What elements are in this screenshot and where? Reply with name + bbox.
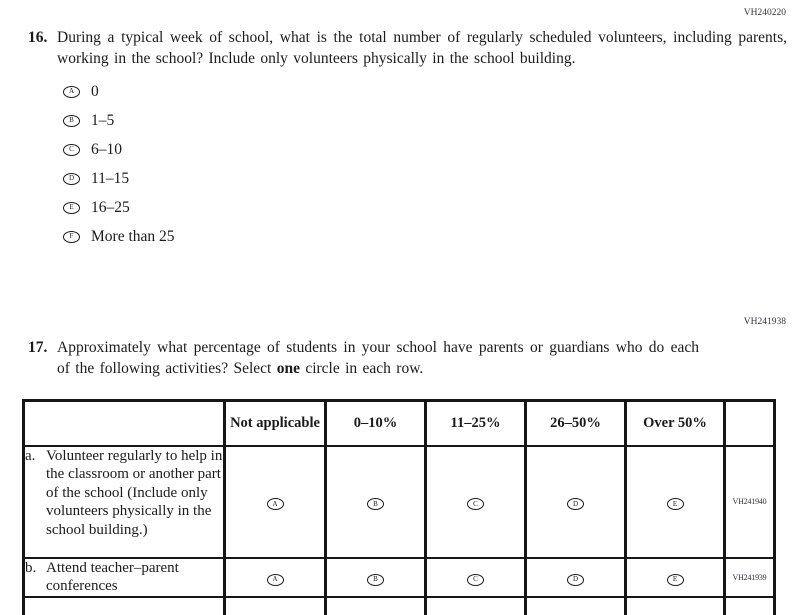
- option-label: More than 25: [91, 227, 175, 245]
- answer-bubble-icon[interactable]: D: [63, 172, 80, 185]
- row-c-cell: [324, 595, 427, 615]
- row-c-cell: [624, 595, 726, 615]
- option-label: 1–5: [91, 111, 115, 129]
- column-header-not-applicable: Not applicable: [223, 399, 327, 447]
- answer-bubble-icon[interactable]: C: [467, 573, 484, 586]
- column-header-0-10: 0–10%: [324, 399, 427, 447]
- row-a-cell-over-50: E: [624, 444, 726, 559]
- answer-bubble-icon[interactable]: D: [567, 573, 584, 586]
- row-a-cell-not-applicable: A: [223, 444, 327, 559]
- row-a-accession-code: VH241940: [723, 444, 776, 559]
- question-17-number: 17.: [28, 339, 48, 356]
- row-b-accession-code: VH241939: [723, 556, 776, 598]
- row-a-label-cell: a. Volunteer regularly to help in the cl…: [22, 444, 226, 559]
- answer-bubble-icon[interactable]: C: [467, 498, 484, 510]
- question-16-options: A 0 B 1–5 C 6–10 D 11–15 E 16–25 F More …: [63, 77, 787, 251]
- row-c-cell: [223, 595, 327, 615]
- row-b-label-cell: b. Attend teacher–parent conferences: [22, 556, 226, 598]
- answer-bubble-icon[interactable]: A: [266, 573, 284, 586]
- grid-row-c-clipped: [22, 595, 776, 615]
- question-16-stem: 16. During a typical week of school, wha…: [28, 27, 787, 69]
- row-b-text: Attend teacher–parent conferences: [46, 559, 179, 595]
- option-row-1[interactable]: B 1–5: [63, 106, 787, 135]
- option-row-5[interactable]: F More than 25: [63, 222, 787, 251]
- row-c-label-cell: [22, 595, 226, 615]
- row-a-label: a. Volunteer regularly to help in the cl…: [25, 447, 223, 540]
- answer-bubble-icon[interactable]: C: [63, 143, 80, 156]
- column-header-26-50: 26–50%: [524, 399, 627, 447]
- row-b-letter: b.: [25, 559, 37, 576]
- question-17-stem: 17. Approximately what percentage of stu…: [28, 337, 699, 379]
- answer-bubble-icon[interactable]: E: [63, 201, 80, 214]
- grid-corner-cell: [22, 399, 226, 447]
- answer-bubble-icon[interactable]: F: [63, 230, 80, 243]
- row-a-cell-26-50: D: [524, 444, 627, 559]
- question-17-bold-word: one: [276, 360, 300, 377]
- row-b-cell-26-50: D: [524, 556, 627, 598]
- option-label: 6–10: [91, 140, 122, 158]
- question-17-text: Approximately what percentage of student…: [57, 337, 699, 379]
- question-17-text-part2: circle in each row.: [299, 360, 424, 377]
- grid-row-b: b. Attend teacher–parent conferences A B…: [22, 556, 776, 598]
- question-16: 16. During a typical week of school, wha…: [28, 27, 787, 251]
- option-label: 0: [91, 82, 99, 100]
- answer-bubble-icon[interactable]: A: [266, 498, 284, 510]
- answer-bubble-icon[interactable]: B: [367, 498, 384, 510]
- row-b-cell-not-applicable: A: [223, 556, 327, 598]
- grid-row-a: a. Volunteer regularly to help in the cl…: [22, 444, 776, 559]
- row-a-cell-0-10: B: [324, 444, 427, 559]
- accession-code-q16: VH240220: [743, 8, 786, 18]
- question-16-number: 16.: [28, 29, 48, 46]
- option-label: 11–15: [91, 169, 130, 187]
- answer-bubble-icon[interactable]: D: [567, 498, 584, 510]
- question-17-text-part1: Approximately what percentage of student…: [57, 339, 699, 377]
- option-row-0[interactable]: A 0: [63, 77, 787, 106]
- answer-bubble-icon[interactable]: E: [666, 573, 684, 586]
- answer-bubble-icon[interactable]: E: [666, 498, 684, 510]
- accession-code-q17: VH241938: [743, 317, 786, 327]
- option-label: 16–25: [91, 198, 130, 216]
- question-16-text: During a typical week of school, what is…: [57, 29, 787, 67]
- column-header-over-50: Over 50%: [624, 399, 726, 447]
- row-c-code-cell: [723, 595, 776, 615]
- row-b-cell-11-25: C: [424, 556, 527, 598]
- option-row-3[interactable]: D 11–15: [63, 164, 787, 193]
- row-b-cell-0-10: B: [324, 556, 427, 598]
- row-b-cell-over-50: E: [624, 556, 726, 598]
- column-header-11-25: 11–25%: [424, 399, 527, 447]
- grid-header-row: Not applicable 0–10% 11–25% 26–50% Over …: [22, 399, 776, 447]
- row-a-cell-11-25: C: [424, 444, 527, 559]
- answer-bubble-icon[interactable]: B: [367, 573, 384, 586]
- q17-response-grid: Not applicable 0–10% 11–25% 26–50% Over …: [22, 399, 776, 615]
- row-c-cell: [424, 595, 527, 615]
- row-c-cell: [524, 595, 627, 615]
- grid-code-column-header: [723, 399, 776, 447]
- row-a-letter: a.: [25, 447, 36, 464]
- option-row-4[interactable]: E 16–25: [63, 193, 787, 222]
- answer-bubble-icon[interactable]: B: [63, 114, 80, 127]
- question-17: 17. Approximately what percentage of stu…: [28, 337, 699, 379]
- answer-bubble-icon[interactable]: A: [63, 85, 80, 98]
- option-row-2[interactable]: C 6–10: [63, 135, 787, 164]
- row-b-label: b. Attend teacher–parent conferences: [25, 559, 222, 595]
- row-a-text: Volunteer regularly to help in the class…: [46, 447, 223, 538]
